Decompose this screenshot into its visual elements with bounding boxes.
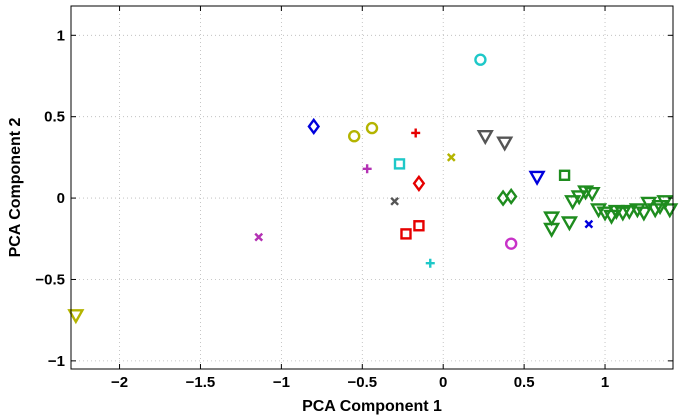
data-point-triangle-down [583, 186, 601, 203]
y-tick-label: 0 [57, 190, 65, 207]
data-point-square [400, 228, 412, 240]
data-point-diamond [504, 187, 518, 205]
data-point-triangle-down [560, 216, 578, 232]
data-point-diamond [307, 117, 321, 135]
y-tick-label: −1 [48, 353, 65, 370]
data-point-triangle-down [635, 206, 653, 222]
data-point-triangle-down [570, 190, 588, 206]
x-tick-label: −1.5 [186, 374, 216, 391]
grid [71, 6, 673, 369]
data-point-triangle-down [656, 195, 674, 211]
data-point-x [254, 232, 264, 242]
data-point-plus [362, 164, 372, 174]
data-point-triangle-down [496, 136, 514, 152]
data-point-x [446, 153, 456, 162]
x-tick-label: −0.5 [347, 374, 377, 391]
y-axis-title: PCA Component 2 [7, 117, 24, 257]
x-tick-label: −1 [273, 374, 290, 391]
x-tick-label: 1 [601, 374, 609, 391]
data-point-triangle-down [628, 203, 646, 219]
plot-frame [70, 5, 674, 370]
data-point-diamond [412, 174, 426, 192]
data-point-triangle-down [620, 204, 638, 221]
data-point-plus [425, 258, 435, 268]
data-point-circle [474, 53, 487, 66]
data-point-x [584, 219, 594, 229]
x-tick-label: 0.5 [514, 374, 535, 391]
data-point-circle [365, 121, 379, 135]
y-tick-label: −0.5 [35, 271, 65, 288]
y-tick-label: 1 [57, 27, 65, 44]
data-point-triangle-down [543, 222, 561, 238]
x-axis-title: PCA Component 1 [302, 398, 442, 415]
data-point-triangle-down [476, 130, 494, 146]
data-point-square [558, 169, 571, 181]
data-point-triangle-down [590, 203, 608, 219]
data-point-circle [347, 130, 361, 143]
y-tick-label: 0.5 [44, 109, 65, 126]
data-point-triangle-down [661, 203, 679, 219]
data-point-triangle-down [67, 309, 85, 325]
data-point-square [393, 158, 406, 170]
data-point-circle [504, 237, 518, 250]
data-points [67, 53, 679, 325]
x-tick-label: 0 [439, 374, 447, 391]
data-point-triangle-down [564, 195, 582, 211]
data-point-plus [411, 128, 421, 138]
axis-ticks: −2 −1.5 −1 −0.5 0 0.5 1 −1 −0.5 0 0.5 1 [35, 6, 673, 391]
data-point-x [390, 196, 400, 206]
data-point-triangle-down [543, 211, 561, 227]
x-tick-label: −2 [111, 374, 128, 391]
data-point-triangle-down [528, 170, 546, 186]
data-point-square [413, 220, 425, 232]
data-point-triangle-down [596, 206, 614, 222]
